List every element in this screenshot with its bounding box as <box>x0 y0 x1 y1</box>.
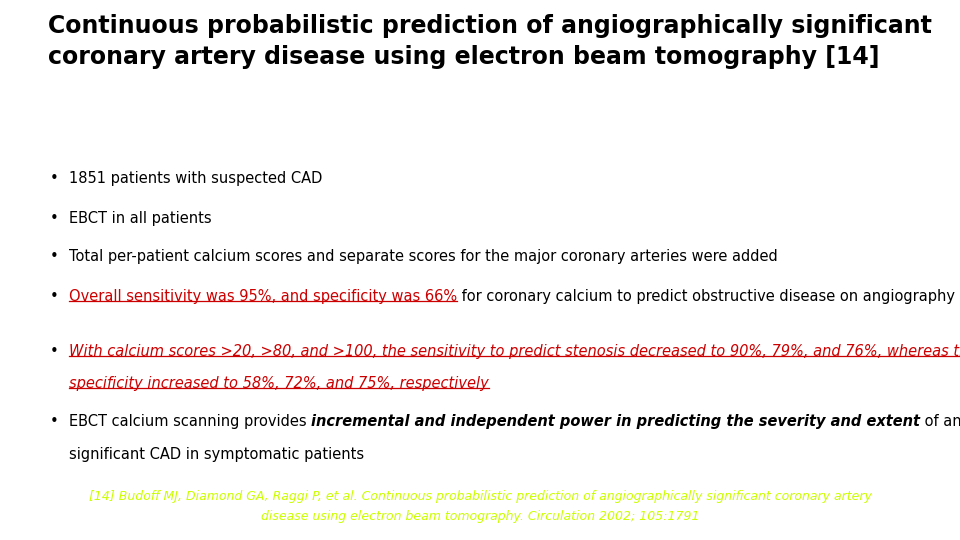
Text: •: • <box>50 211 59 226</box>
Text: Continuous probabilistic prediction of angiographically significant
coronary art: Continuous probabilistic prediction of a… <box>48 14 932 69</box>
Text: incremental and independent power in predicting the severity and extent: incremental and independent power in pre… <box>311 414 921 429</box>
Text: 1851 patients with suspected CAD: 1851 patients with suspected CAD <box>69 172 323 186</box>
Text: EBCT calcium scanning provides: EBCT calcium scanning provides <box>69 414 311 429</box>
Text: •: • <box>50 248 59 264</box>
Text: •: • <box>50 172 59 186</box>
Text: EBCT in all patients: EBCT in all patients <box>69 211 212 226</box>
Text: specificity increased to 58%, 72%, and 75%, respectively: specificity increased to 58%, 72%, and 7… <box>69 376 489 392</box>
Text: With calcium scores >20, >80, and >100, the sensitivity to predict stenosis decr: With calcium scores >20, >80, and >100, … <box>69 344 960 359</box>
Text: •: • <box>50 344 59 359</box>
Text: Overall sensitivity was 95%, and specificity was 66%: Overall sensitivity was 95%, and specifi… <box>69 289 457 304</box>
Text: Total per-patient calcium scores and separate scores for the major coronary arte: Total per-patient calcium scores and sep… <box>69 248 778 264</box>
Text: significant CAD in symptomatic patients: significant CAD in symptomatic patients <box>69 447 364 462</box>
Text: [14] Budoff MJ, Diamond GA, Raggi P, et al. Continuous probabilistic prediction : [14] Budoff MJ, Diamond GA, Raggi P, et … <box>88 490 872 523</box>
Text: •: • <box>50 414 59 429</box>
Text: for coronary calcium to predict obstructive disease on angiography: for coronary calcium to predict obstruct… <box>457 289 955 304</box>
Text: •: • <box>50 289 59 304</box>
Text: of angiographically: of angiographically <box>921 414 960 429</box>
